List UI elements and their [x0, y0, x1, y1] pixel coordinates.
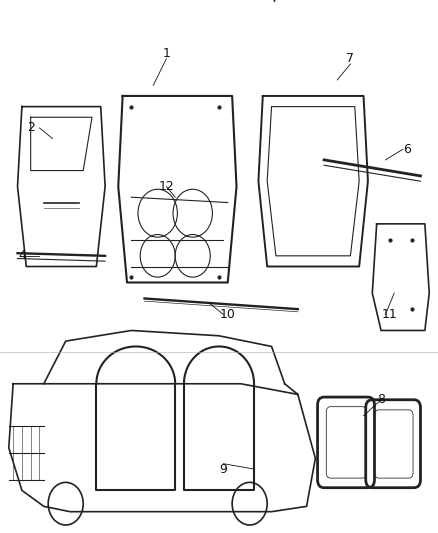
Text: 4: 4: [18, 249, 26, 262]
Text: 10: 10: [220, 308, 236, 321]
Text: 6: 6: [403, 143, 411, 156]
Text: 1: 1: [162, 47, 170, 60]
Text: 2: 2: [27, 122, 35, 134]
Text: 12: 12: [159, 180, 174, 193]
Text: 9: 9: [219, 463, 227, 475]
Text: 7: 7: [346, 52, 354, 65]
Text: 11: 11: [382, 308, 398, 321]
Text: 8: 8: [377, 393, 385, 406]
